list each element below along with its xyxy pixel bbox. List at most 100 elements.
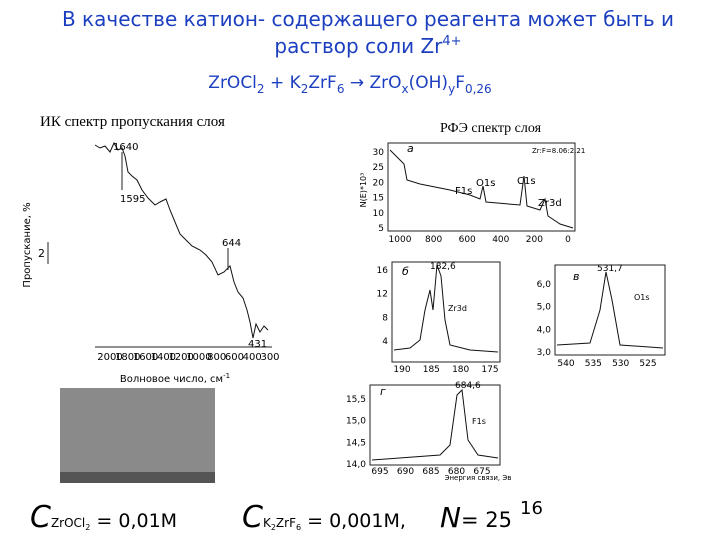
symbol: C [242,500,263,535]
ir-title: ИК спектр пропускания слоя [40,114,225,130]
title-line: раствор соли Zr4+ [274,34,461,58]
subscript: 2 [85,523,90,532]
formula-part: → ZrO [344,73,401,93]
x-tick-label: 530 [612,359,629,369]
y-axis-label: Пропускание, % [22,202,33,287]
subscript: 2 [301,82,309,96]
sem-image [60,388,215,483]
xps-curve-b [393,264,499,353]
subscript: 2 [271,523,276,532]
peak-label: 1640 [113,142,138,153]
y-tick-label: 15,5 [346,395,366,405]
concentration: CZrOCl2 = 0,01M [30,500,177,535]
x-tick-label: 800 [207,352,226,363]
subscript: 0,26 [465,82,492,96]
peak-label: F1s [472,417,486,426]
peak-label: O1s [634,293,650,302]
xps-frame-d [369,384,501,466]
panel-label: а [407,142,414,155]
symbol: N [440,501,461,534]
xps-title: РФЭ спектр слоя [440,121,542,136]
scale-label: 2 [38,247,45,260]
y-tick-label: 5,0 [537,303,552,313]
formula-part: ZrOCl [208,73,257,93]
y-tick-label: 12 [377,290,388,300]
panel-label: б [402,265,409,278]
peak-label: 531,7 [597,264,623,274]
y-tick-label: 3,0 [537,348,552,358]
peak-label: F1s [455,186,472,197]
x-axis-label: Волновое число, см-1 [120,372,230,385]
x-tick-label: 400 [492,235,509,245]
x-tick-label: 540 [557,359,574,369]
concentration-value: = 0,001M, [301,510,406,532]
peak-label: 182,6 [430,262,456,272]
formula-part: ZrOCl [51,516,85,530]
subscript: 2 [257,82,265,96]
x-tick-label: 1800 [115,352,140,363]
concentration-value: = 0,01M [90,510,177,532]
xps-frame-c [554,264,666,356]
peak-label: Zr:F=8.06:2.21 [532,147,585,155]
y-tick-label: 15,0 [346,417,366,427]
y-tick-label: 6,0 [537,280,552,290]
x-tick-label: 190 [393,365,410,375]
x-tick-label: 675 [473,467,490,477]
peak-label: 644 [222,238,241,249]
xps-curve-c [556,271,664,349]
x-tick-label: 690 [397,467,414,477]
y-tick-label: 10 [373,209,385,219]
y-tick-label: 4 [382,337,388,347]
peak-label: C1s [517,176,536,187]
x-tick-label: 1000 [389,235,412,245]
peak-label: Zr3d [448,304,467,313]
y-tick-label: 20 [373,178,385,188]
sem-info-bar [60,472,215,483]
y-tick-label: 14,0 [346,460,366,470]
xps-frame-a [387,142,576,232]
formula-part: ZrF [308,73,336,93]
y-tick-label: 5 [378,224,384,234]
panel-label: г [380,385,386,398]
x-tick-label: 1400 [151,352,176,363]
x-tick-label: 685 [422,467,439,477]
x-tick-label: 600 [459,235,476,245]
panel-label: в [573,270,579,283]
peak-label: 1595 [120,194,145,205]
x-tick-label: 1600 [133,352,158,363]
formula-part: F [455,73,465,93]
label-sup: -1 [223,372,230,380]
xps-curve-a [389,149,574,229]
formula-part: K [263,516,272,530]
formula-part: ZrF [276,516,296,530]
ir-plot [47,141,272,483]
peak-label: 431 [248,339,267,350]
label-text: Волновое число, см [120,374,223,385]
title-sup: 4+ [442,34,461,49]
peak-label: Zr3d [538,198,562,209]
y-tick-label: 14,5 [346,438,366,448]
x-tick-label: 800 [425,235,442,245]
x-tick-label: 0 [565,235,571,245]
subscript: 6 [337,82,345,96]
concentration: CK2ZrF6 = 0,001M, [242,500,406,535]
x-tick-label: 525 [639,359,656,369]
y-axis-label: N(E)*10³ [359,173,368,208]
xps-curve-d [371,388,499,461]
formula-part: + K [265,73,302,93]
y-tick-label: 25 [373,163,384,173]
formula: ZrOCl2 + K2ZrF6 → ZrOx(OH)yF0,26 [208,73,491,96]
title-line: В качестве катион- содержащего реагента … [62,7,674,31]
x-tick-label: 200 [526,235,543,245]
xps-frame-b [391,261,501,363]
ir-curve [94,141,269,339]
x-tick-label: 185 [423,365,440,375]
x-tick-label: 175 [481,365,498,375]
y-tick-label: 15 [373,194,384,204]
y-tick-label: 8 [382,313,388,323]
symbol: C [30,500,51,535]
x-tick-label: 600 [225,352,244,363]
x-tick-label: 1200 [168,352,193,363]
x-tick-label: 1000 [186,352,211,363]
formula-part: (OH) [409,73,448,93]
